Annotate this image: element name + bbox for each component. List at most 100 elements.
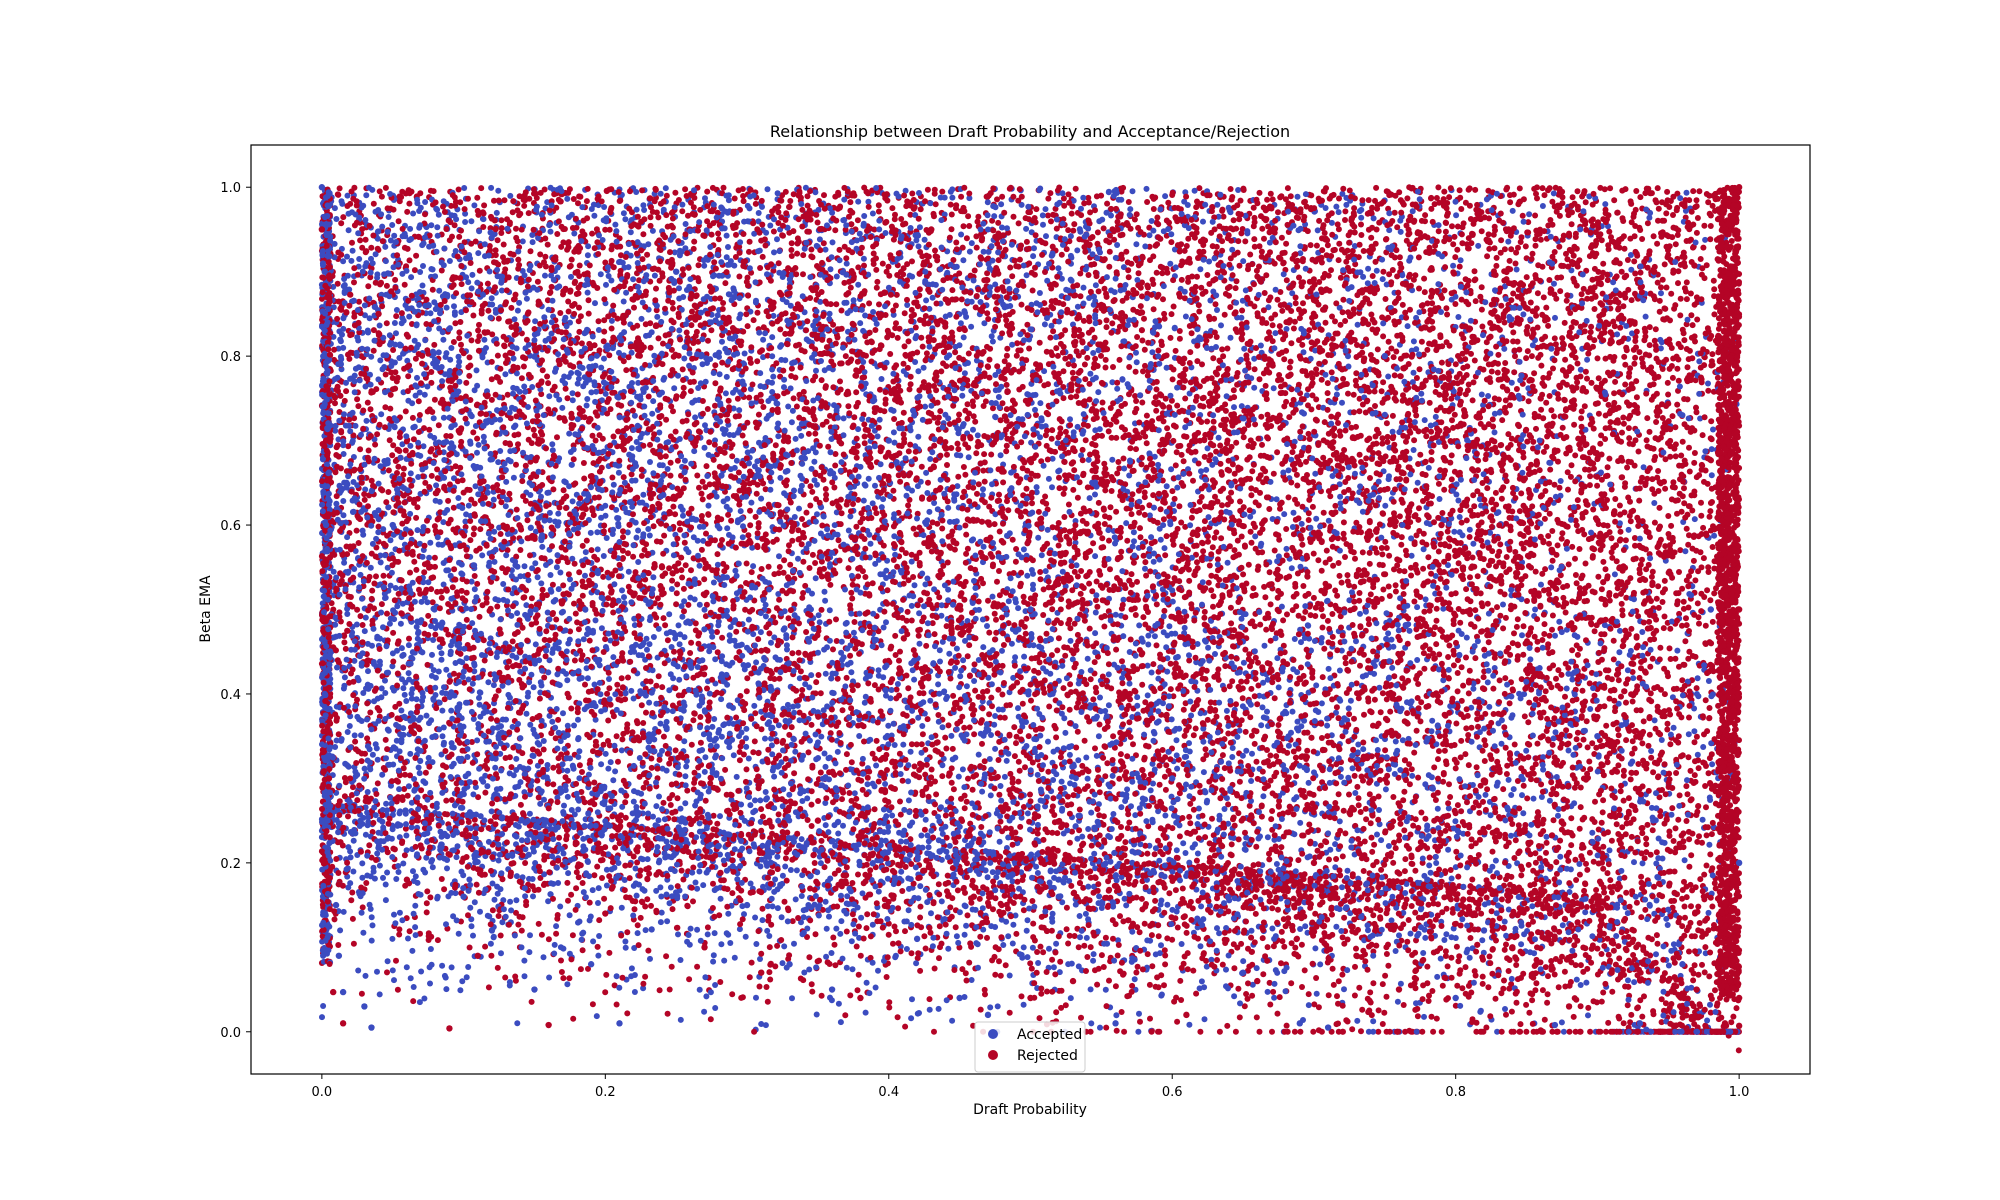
cloud-point <box>1618 693 1624 700</box>
cloud-point <box>999 691 1006 698</box>
cloud-point <box>894 334 901 341</box>
cloud-point <box>1433 605 1440 612</box>
cloud-point <box>889 205 896 212</box>
cloud-point <box>1544 433 1551 440</box>
cloud-point <box>1518 872 1525 879</box>
cloud-point <box>406 257 413 264</box>
cloud-point <box>1630 675 1637 682</box>
cloud-point <box>1137 534 1144 541</box>
cloud-point <box>340 214 347 221</box>
cloud-point <box>942 734 949 741</box>
cloud-point <box>1136 1010 1142 1017</box>
cloud-point <box>963 531 970 538</box>
cloud-point <box>1001 773 1008 780</box>
cloud-point <box>1414 657 1421 663</box>
cloud-point <box>1538 406 1545 413</box>
cloud-point <box>1654 279 1661 286</box>
cloud-point <box>901 343 908 350</box>
cloud-point <box>854 358 861 365</box>
cloud-point <box>562 380 569 387</box>
cloud-point <box>1360 868 1367 874</box>
cloud-point <box>1523 1028 1530 1035</box>
cloud-point <box>712 982 719 988</box>
cloud-point <box>1345 390 1351 397</box>
cloud-point <box>1667 731 1674 738</box>
cloud-point <box>596 917 603 924</box>
cloud-point <box>1643 841 1650 848</box>
cloud-point <box>817 690 824 697</box>
cloud-point <box>1227 304 1234 311</box>
cloud-point <box>1216 1028 1223 1035</box>
cloud-point <box>1471 268 1478 275</box>
cloud-point <box>1199 812 1206 819</box>
cloud-point <box>1619 607 1626 614</box>
cloud-point <box>710 958 717 965</box>
cloud-point <box>1500 625 1507 632</box>
cloud-point <box>1090 540 1097 547</box>
cloud-point <box>1418 390 1425 397</box>
cloud-point <box>1556 618 1563 625</box>
cloud-point <box>514 1020 521 1027</box>
cloud-point <box>368 937 375 944</box>
cloud-point <box>475 327 482 334</box>
cloud-point <box>864 774 871 781</box>
cloud-point <box>621 329 628 336</box>
cloud-point <box>408 824 415 831</box>
cloud-point <box>945 945 952 952</box>
cloud-point <box>1453 943 1460 950</box>
cloud-point <box>911 676 918 683</box>
cloud-point <box>1463 634 1470 641</box>
cloud-point <box>937 452 944 459</box>
cloud-point <box>1480 674 1487 681</box>
cloud-point <box>1332 587 1339 594</box>
cloud-point <box>1539 185 1546 192</box>
cloud-point <box>1289 524 1296 530</box>
cloud-point <box>790 588 797 595</box>
cloud-point <box>713 743 720 750</box>
cloud-point <box>1340 807 1347 814</box>
cloud-point <box>1363 816 1370 823</box>
cloud-point <box>1216 930 1223 937</box>
cloud-point <box>1148 932 1155 939</box>
cloud-point <box>1556 484 1563 491</box>
cloud-point <box>1155 675 1162 682</box>
cloud-point <box>1084 655 1091 662</box>
cloud-point <box>1120 455 1127 462</box>
cloud-point <box>1613 933 1620 939</box>
cloud-point <box>1653 951 1659 958</box>
cloud-point <box>1492 857 1499 864</box>
cloud-point <box>576 328 583 335</box>
cloud-point <box>659 684 666 691</box>
cloud-point <box>1266 856 1273 863</box>
cloud-point <box>1574 651 1581 658</box>
cloud-point <box>1028 965 1035 972</box>
cloud-point <box>1079 762 1086 769</box>
cloud-point <box>383 800 390 807</box>
cloud-point <box>1583 718 1590 725</box>
cloud-point <box>1294 193 1301 200</box>
cloud-point <box>356 298 362 305</box>
cloud-point <box>618 434 625 441</box>
cloud-point <box>905 338 912 345</box>
cloud-point <box>767 976 774 983</box>
cloud-point <box>804 193 811 200</box>
cloud-point <box>502 974 509 981</box>
cloud-point <box>1529 997 1536 1004</box>
cloud-point <box>1420 565 1427 572</box>
cloud-point <box>455 495 462 501</box>
cloud-point <box>1034 870 1041 876</box>
cloud-point <box>977 933 984 940</box>
cloud-point <box>1082 376 1089 383</box>
cloud-point <box>1141 920 1148 927</box>
cloud-point <box>1151 453 1158 460</box>
cloud-point <box>1411 749 1418 756</box>
cloud-point <box>1170 303 1177 310</box>
cloud-point <box>1655 604 1662 611</box>
cloud-point <box>1028 697 1034 704</box>
cloud-point <box>1067 637 1074 644</box>
cloud-point <box>1653 932 1660 939</box>
cloud-point <box>808 801 815 808</box>
cloud-point <box>361 628 368 635</box>
cloud-point <box>1663 210 1670 217</box>
cloud-point <box>1015 220 1022 227</box>
